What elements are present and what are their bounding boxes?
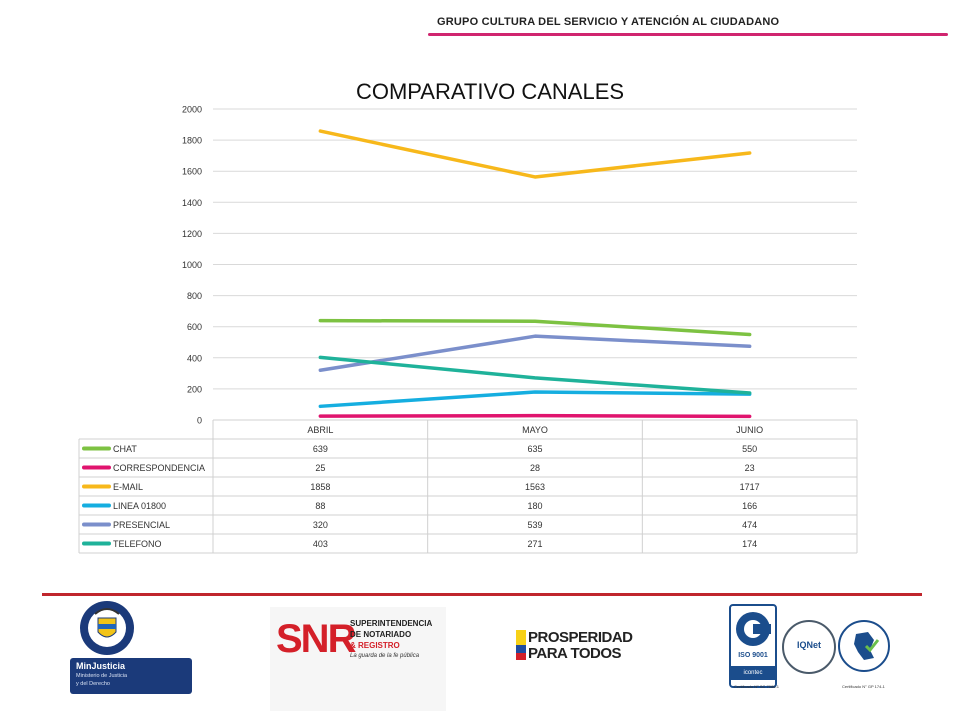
series-line xyxy=(318,129,752,179)
data-value: 550 xyxy=(742,444,757,454)
series-name: PRESENCIAL xyxy=(113,520,170,530)
data-value: 639 xyxy=(313,444,328,454)
minjusticia-line1: Ministerio de Justicia xyxy=(76,673,128,679)
snr-logo: SNR SUPERINTENDENCIA DE NOTARIADO & REGI… xyxy=(270,607,446,711)
iqnet-label: IQNet xyxy=(796,640,821,650)
snr-line3: & REGISTRO xyxy=(350,641,400,650)
icontec-badge: ISO 9001 icontec xyxy=(729,604,777,688)
y-tick-label: 1200 xyxy=(182,229,202,239)
data-value: 271 xyxy=(527,539,542,549)
series-name: E-MAIL xyxy=(113,482,143,492)
snr-tagline: La guarda de la fe pública xyxy=(350,653,420,659)
header-divider xyxy=(428,33,948,36)
prosperidad-logo: PROSPERIDAD PARA TODOS xyxy=(516,628,646,662)
data-value: 474 xyxy=(742,520,757,530)
certification-logos: ISO 9001 icontec IQNet Certificado N° SC… xyxy=(726,602,896,694)
colombia-seal-icon xyxy=(70,601,192,694)
header-group-name: GRUPO CULTURA DEL SERVICIO Y ATENCIÓN AL… xyxy=(437,16,780,28)
line-chart: 0 200 400 600 800 1000 1200 1400 1600 1800 2000 ABR… xyxy=(78,105,858,554)
snr-acronym: SNR xyxy=(276,617,356,661)
series-line xyxy=(318,318,752,337)
series-name: CHAT xyxy=(113,444,137,454)
data-value: 174 xyxy=(742,539,757,549)
icontec-label: icontec xyxy=(731,666,775,680)
data-value: 180 xyxy=(527,501,542,511)
series-name: TELEFONO xyxy=(113,539,162,549)
y-tick-label: 1600 xyxy=(182,167,202,177)
data-value: 635 xyxy=(527,444,542,454)
y-tick-label: 1000 xyxy=(182,260,202,270)
prosperidad-line2: PARA TODOS xyxy=(528,645,622,662)
data-value: 320 xyxy=(313,520,328,530)
data-value: 23 xyxy=(745,463,755,473)
data-value: 403 xyxy=(313,539,328,549)
ntcgp-seal xyxy=(838,620,890,672)
data-value: 1858 xyxy=(310,482,330,492)
y-tick-label: 400 xyxy=(187,353,202,363)
y-tick-label: 200 xyxy=(187,384,202,394)
data-value: 166 xyxy=(742,501,757,511)
series-line xyxy=(318,413,752,419)
y-tick-label: 2000 xyxy=(182,105,202,115)
snr-line2: DE NOTARIADO xyxy=(350,630,412,639)
minjusticia-name: MinJusticia xyxy=(76,661,126,671)
data-value: 1717 xyxy=(740,482,760,492)
footer-divider xyxy=(42,593,922,596)
chart-title: COMPARATIVO CANALES xyxy=(355,79,625,104)
series-name: LINEA 01800 xyxy=(113,501,166,511)
data-value: 88 xyxy=(315,501,325,511)
category-label: JUNIO xyxy=(736,425,763,435)
iqnet-seal: IQNet xyxy=(782,620,836,674)
colombia-map-icon xyxy=(854,632,880,660)
colombia-flag-icon xyxy=(516,630,526,660)
y-tick-label: 1800 xyxy=(182,136,202,146)
data-value: 28 xyxy=(530,463,540,473)
prosperidad-line1: PROSPERIDAD xyxy=(528,629,633,646)
data-value: 25 xyxy=(315,463,325,473)
y-tick-label: 800 xyxy=(187,291,202,301)
y-tick-label: 1400 xyxy=(182,198,202,208)
data-value: 1563 xyxy=(525,482,545,492)
category-label: ABRIL xyxy=(307,425,333,435)
series-line xyxy=(318,355,752,395)
y-tick-label: 0 xyxy=(197,416,202,426)
cert2-label: Certificado N° GP 174-1 xyxy=(842,684,885,689)
minjusticia-logo: MinJusticia Ministerio de Justicia y del… xyxy=(70,600,192,694)
cert1-label: Certificado N° SC 7086-1 xyxy=(734,684,779,689)
snr-line1: SUPERINTENDENCIA xyxy=(350,619,433,628)
data-value: 539 xyxy=(527,520,542,530)
y-tick-label: 600 xyxy=(187,322,202,332)
icontec-mark-icon xyxy=(736,612,771,646)
iso-label: ISO 9001 xyxy=(738,652,768,659)
category-label: MAYO xyxy=(522,425,548,435)
series-name: CORRESPONDENCIA xyxy=(113,463,205,473)
series-line xyxy=(318,390,752,409)
series-line xyxy=(318,334,752,372)
minjusticia-line2: y del Derecho xyxy=(76,681,110,687)
